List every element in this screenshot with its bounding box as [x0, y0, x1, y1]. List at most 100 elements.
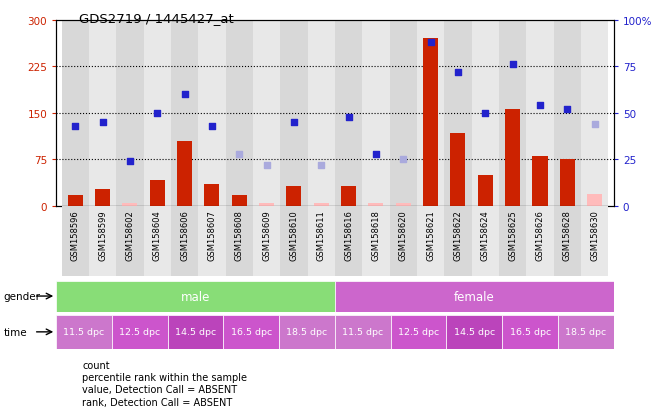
- Bar: [447, 315, 502, 349]
- Bar: [499, 206, 526, 277]
- Bar: [171, 21, 198, 206]
- Text: GSM158609: GSM158609: [262, 210, 271, 261]
- Text: GSM158624: GSM158624: [481, 210, 490, 261]
- Bar: [61, 21, 89, 206]
- Bar: [335, 281, 614, 312]
- Text: GSM158599: GSM158599: [98, 210, 107, 261]
- Bar: [581, 206, 609, 277]
- Bar: [122, 204, 137, 206]
- Text: female: female: [454, 290, 495, 303]
- Point: [425, 40, 436, 46]
- Text: value, Detection Call = ABSENT: value, Detection Call = ABSENT: [82, 385, 238, 394]
- Point: [261, 162, 272, 169]
- Bar: [56, 315, 112, 349]
- Bar: [314, 204, 329, 206]
- Text: GSM158608: GSM158608: [235, 210, 244, 261]
- Text: 14.5 dpc: 14.5 dpc: [175, 328, 216, 337]
- Text: 16.5 dpc: 16.5 dpc: [231, 328, 272, 337]
- Bar: [226, 21, 253, 206]
- Bar: [558, 315, 614, 349]
- Text: GSM158622: GSM158622: [453, 210, 463, 261]
- Bar: [472, 206, 499, 277]
- Bar: [89, 206, 116, 277]
- Bar: [116, 206, 144, 277]
- Bar: [417, 21, 444, 206]
- Text: GSM158602: GSM158602: [125, 210, 135, 261]
- Bar: [533, 157, 548, 206]
- Bar: [335, 206, 362, 277]
- Point: [316, 162, 327, 169]
- Bar: [502, 315, 558, 349]
- Text: GSM158616: GSM158616: [344, 210, 353, 261]
- Bar: [198, 206, 226, 277]
- Bar: [286, 187, 302, 206]
- Point: [453, 69, 463, 76]
- Bar: [144, 21, 171, 206]
- Bar: [308, 206, 335, 277]
- Bar: [451, 133, 465, 206]
- Bar: [554, 21, 581, 206]
- Point: [562, 107, 573, 113]
- Text: rank, Detection Call = ABSENT: rank, Detection Call = ABSENT: [82, 397, 233, 407]
- Bar: [205, 185, 219, 206]
- Bar: [259, 204, 274, 206]
- Bar: [526, 21, 554, 206]
- Bar: [171, 206, 198, 277]
- Text: 16.5 dpc: 16.5 dpc: [510, 328, 551, 337]
- Text: GSM158607: GSM158607: [207, 210, 216, 261]
- Text: male: male: [181, 290, 211, 303]
- Point: [508, 62, 518, 69]
- Bar: [253, 21, 280, 206]
- Bar: [226, 206, 253, 277]
- Text: count: count: [82, 360, 110, 370]
- Bar: [505, 109, 520, 206]
- Text: GSM158606: GSM158606: [180, 210, 189, 261]
- Bar: [526, 206, 554, 277]
- Bar: [144, 206, 171, 277]
- Bar: [95, 189, 110, 206]
- Bar: [335, 21, 362, 206]
- Bar: [168, 315, 223, 349]
- Bar: [391, 315, 447, 349]
- Text: GDS2719 / 1445427_at: GDS2719 / 1445427_at: [79, 12, 234, 25]
- Text: GSM158626: GSM158626: [535, 210, 544, 261]
- Text: GSM158618: GSM158618: [372, 210, 380, 261]
- Text: 14.5 dpc: 14.5 dpc: [454, 328, 495, 337]
- Bar: [308, 21, 335, 206]
- Bar: [280, 21, 308, 206]
- Bar: [198, 21, 226, 206]
- Point: [535, 103, 545, 109]
- Text: GSM158620: GSM158620: [399, 210, 408, 261]
- Bar: [444, 21, 472, 206]
- Point: [70, 123, 81, 130]
- Bar: [560, 160, 575, 206]
- Text: GSM158596: GSM158596: [71, 210, 80, 261]
- Point: [97, 120, 108, 126]
- Point: [180, 92, 190, 98]
- Text: 18.5 dpc: 18.5 dpc: [286, 328, 328, 337]
- Text: GSM158604: GSM158604: [152, 210, 162, 261]
- Point: [371, 151, 381, 158]
- Text: 11.5 dpc: 11.5 dpc: [343, 328, 383, 337]
- Bar: [362, 206, 389, 277]
- Point: [480, 110, 490, 117]
- Text: gender: gender: [3, 291, 40, 301]
- Text: 11.5 dpc: 11.5 dpc: [63, 328, 105, 337]
- Bar: [472, 21, 499, 206]
- Text: GSM158628: GSM158628: [563, 210, 572, 261]
- Point: [152, 110, 162, 117]
- Text: 12.5 dpc: 12.5 dpc: [119, 328, 160, 337]
- Bar: [417, 206, 444, 277]
- Bar: [112, 315, 168, 349]
- Bar: [89, 21, 116, 206]
- Bar: [368, 204, 383, 206]
- Text: GSM158630: GSM158630: [590, 210, 599, 261]
- Bar: [554, 206, 581, 277]
- Bar: [587, 194, 602, 206]
- Bar: [581, 21, 609, 206]
- Bar: [223, 315, 279, 349]
- Bar: [61, 206, 89, 277]
- Bar: [279, 315, 335, 349]
- Point: [398, 157, 409, 163]
- Text: percentile rank within the sample: percentile rank within the sample: [82, 372, 248, 382]
